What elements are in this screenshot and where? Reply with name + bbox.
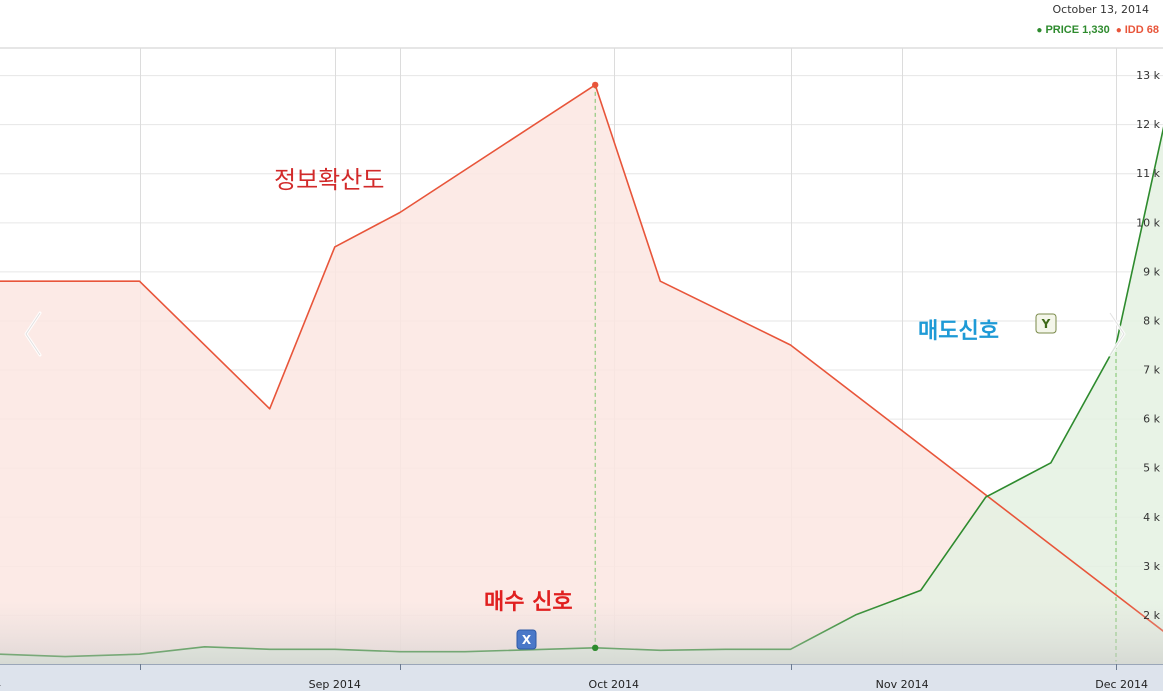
legend-price-label: PRICE (1045, 24, 1080, 36)
y-tick-label: 10 k (1136, 216, 1160, 229)
current-date: October 13, 2014 (1052, 3, 1149, 16)
buy-signal-annotation: 매수 신호 (484, 590, 573, 615)
y-tick-label: 9 k (1143, 265, 1160, 278)
legend-price-value: 1,330 (1082, 24, 1110, 36)
y-tick-label: 8 k (1143, 314, 1160, 327)
markers (592, 81, 599, 652)
y-tick-label: 12 k (1136, 118, 1160, 131)
x-tick-label: Aug 2014 (0, 678, 1, 691)
chevron-right-icon (1108, 311, 1126, 357)
crosshairs (594, 84, 1117, 662)
y-tick-label: 13 k (1136, 69, 1160, 82)
y-axis: 2 k 3 k 4 k 5 k 6 k 7 k 8 k 9 k 10 k 11 k 12 k 13 k (1136, 69, 1160, 622)
price-dot-icon: ● (1036, 24, 1043, 36)
legend-item-price: ● PRICE 1,330 (1036, 24, 1109, 36)
chevron-left-icon (24, 311, 42, 357)
sell-signal-annotation: 매도신호 (918, 319, 999, 344)
x-axis-bar (0, 664, 1163, 691)
buy-flag-label: X (522, 633, 532, 647)
y-tick-label: 6 k (1143, 413, 1160, 426)
x-tick-label: Oct 2014 (589, 678, 640, 691)
y-tick-label: 7 k (1143, 364, 1160, 377)
bottom-shade (0, 600, 1163, 664)
legend-idd-label: IDD (1124, 24, 1144, 36)
y-tick-label: 3 k (1143, 560, 1160, 573)
legend: ● PRICE 1,330 ● IDD 68 (1036, 24, 1159, 36)
series-areas (0, 84, 1163, 664)
x-axis: Aug 2014 Sep 2014 Oct 2014 Nov 2014 Dec 2014 (0, 664, 1163, 691)
x-tick-label: Sep 2014 (309, 678, 361, 691)
y-tick-label: 5 k (1143, 462, 1160, 475)
y-tick-label: 4 k (1143, 511, 1160, 524)
marker-price (592, 644, 599, 652)
idd-annotation: 정보확산도 (274, 166, 384, 194)
y-tick-label: 11 k (1136, 167, 1160, 180)
idd-dot-icon: ● (1115, 24, 1122, 36)
legend-item-idd: ● IDD 68 (1116, 24, 1159, 36)
sell-flag-label: Y (1041, 317, 1051, 331)
legend-idd-value: 68 (1146, 24, 1159, 36)
y-tick-label: 2 k (1143, 609, 1160, 622)
prev-button[interactable] (18, 304, 48, 364)
next-button[interactable] (1102, 304, 1132, 364)
area-idd (0, 84, 1163, 664)
x-tick-label: Dec 2014 (1095, 678, 1148, 691)
buy-flag[interactable]: X (516, 629, 537, 650)
sell-flag[interactable]: Y (1035, 313, 1057, 334)
x-tick-label: Nov 2014 (876, 678, 929, 691)
marker-idd (592, 81, 599, 89)
